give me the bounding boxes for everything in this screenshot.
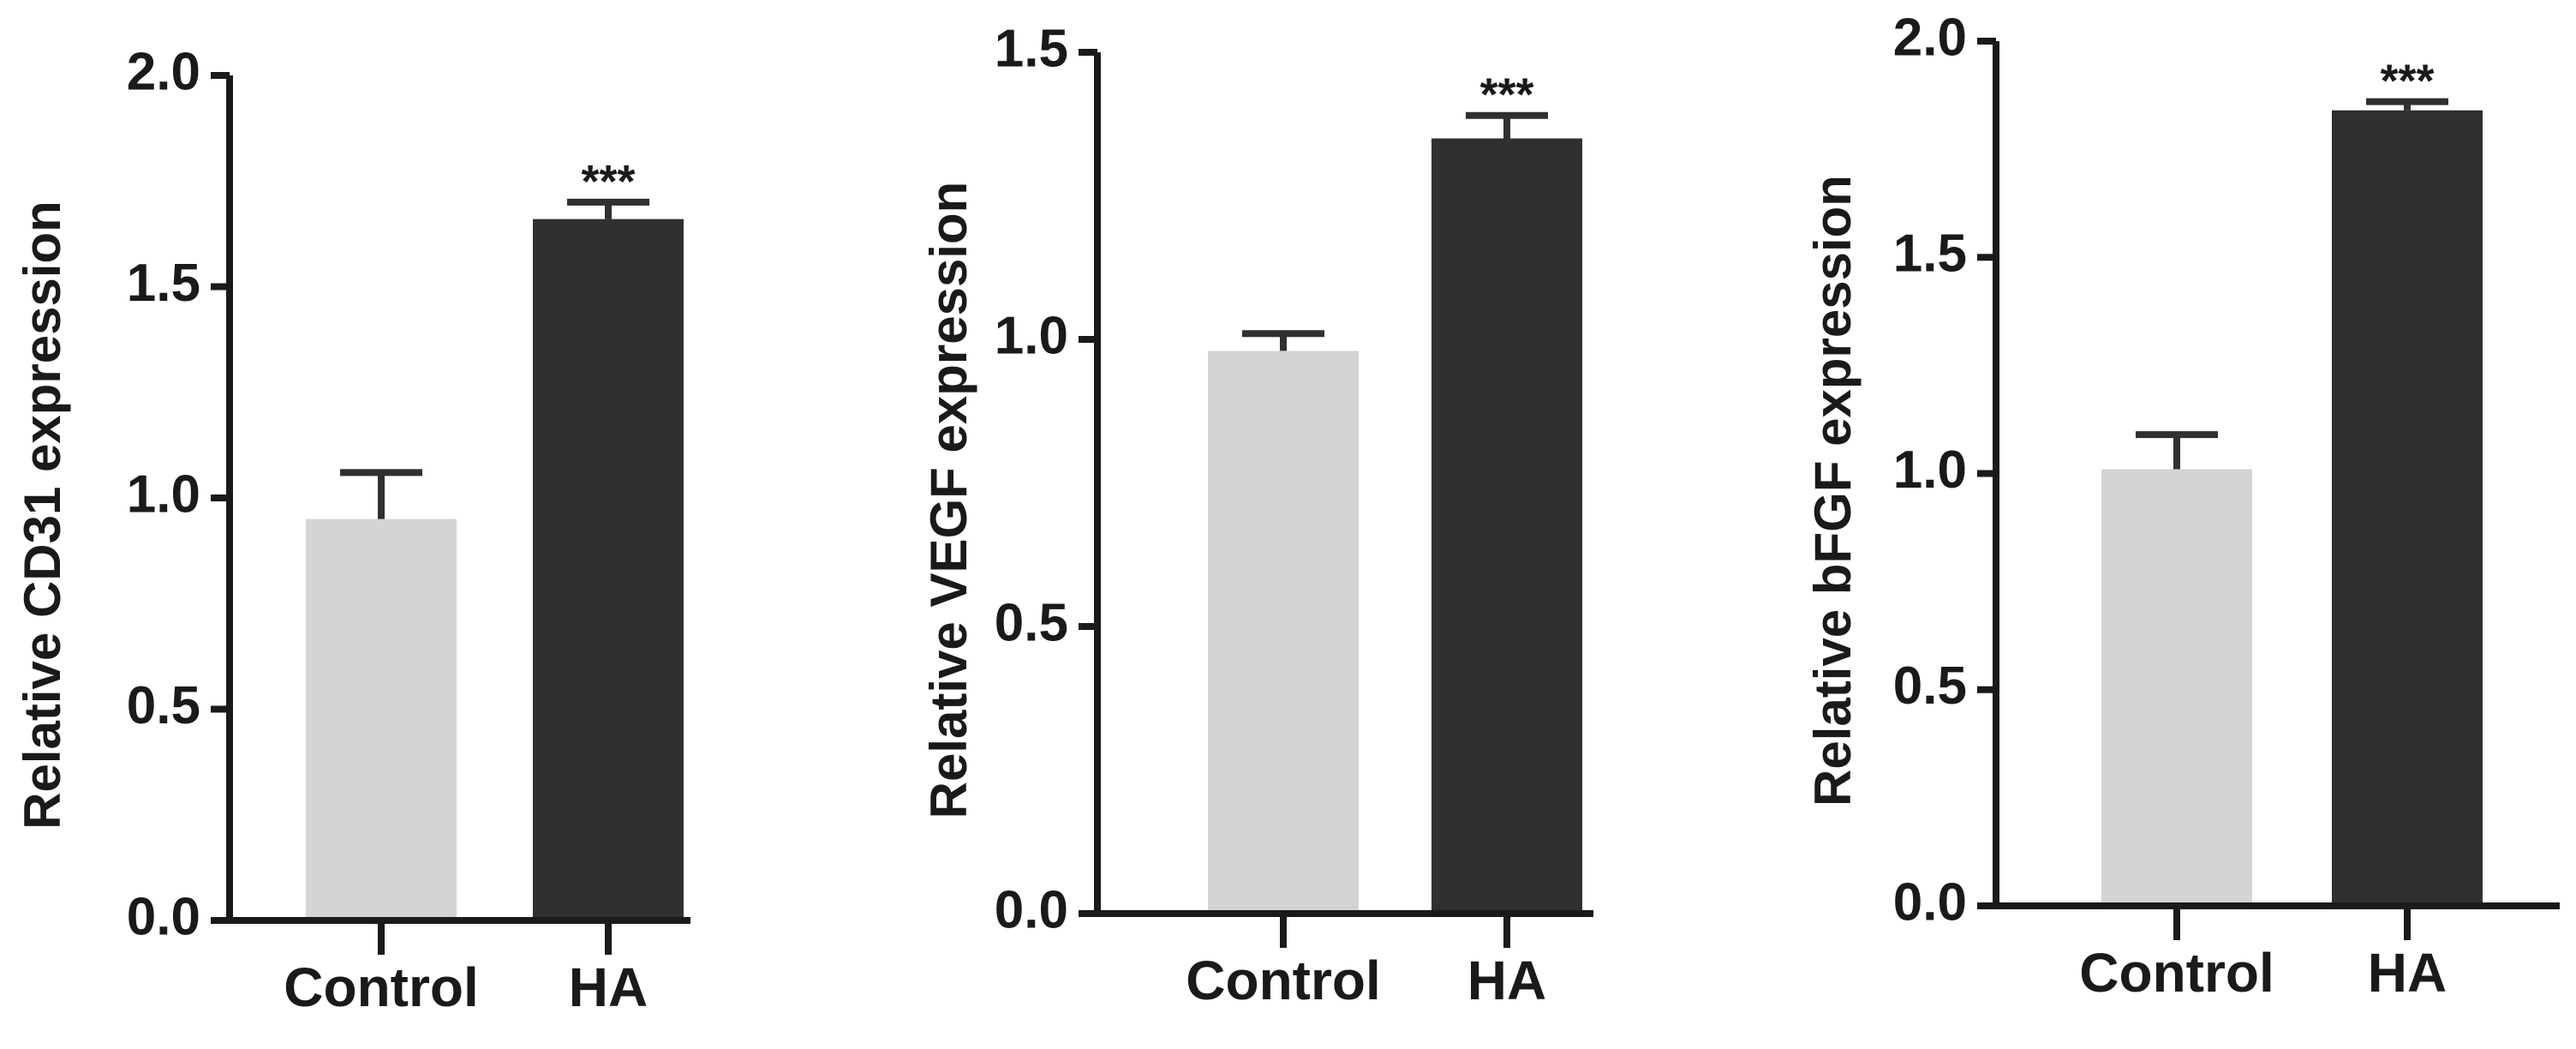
bar: [2332, 110, 2483, 907]
significance-label: ***: [2380, 56, 2434, 107]
x-tick-label: HA: [569, 956, 648, 1018]
y-tick-label: 0.0: [1893, 872, 1967, 932]
error-bar: [1466, 111, 1548, 139]
y-tick-label: 1.0: [127, 465, 200, 524]
error-bar: [2136, 431, 2218, 470]
error-bar: [2366, 98, 2448, 111]
bar: [1208, 351, 1359, 914]
error-bar: [567, 198, 649, 219]
x-tick-label: HA: [1467, 950, 1546, 1011]
error-bar: [340, 469, 422, 519]
bar: [533, 219, 684, 920]
x-tick-label: Control: [1186, 950, 1381, 1011]
y-tick-label: 1.5: [127, 254, 200, 313]
significance-label: ***: [1479, 69, 1533, 121]
x-tick-label: Control: [2079, 942, 2274, 1004]
y-tick-label: 2.0: [1893, 8, 1967, 67]
y-tick-label: 1.0: [995, 306, 1068, 365]
y-axis-label: Relative bFGF expression: [1804, 175, 1862, 806]
y-tick-label: 0.5: [995, 593, 1068, 652]
x-tick-label: HA: [2368, 942, 2447, 1004]
bar: [2101, 469, 2252, 906]
y-axis-label: Relative CD31 expression: [14, 201, 71, 830]
bar: [1431, 138, 1582, 914]
y-axis-label: Relative VEGF expression: [920, 182, 977, 819]
error-bar: [1242, 330, 1324, 351]
y-tick-label: 0.0: [127, 887, 200, 946]
y-tick-label: 2.0: [127, 42, 200, 101]
y-tick-label: 1.0: [1893, 441, 1967, 500]
x-tick-label: Control: [284, 956, 479, 1018]
y-tick-label: 0.5: [127, 676, 200, 735]
bar: [306, 519, 457, 920]
y-tick-label: 1.5: [995, 19, 1068, 78]
significance-label: ***: [581, 156, 635, 207]
y-tick-label: 0.5: [1893, 656, 1967, 716]
y-tick-label: 1.5: [1893, 225, 1967, 284]
y-tick-label: 0.0: [995, 880, 1068, 939]
